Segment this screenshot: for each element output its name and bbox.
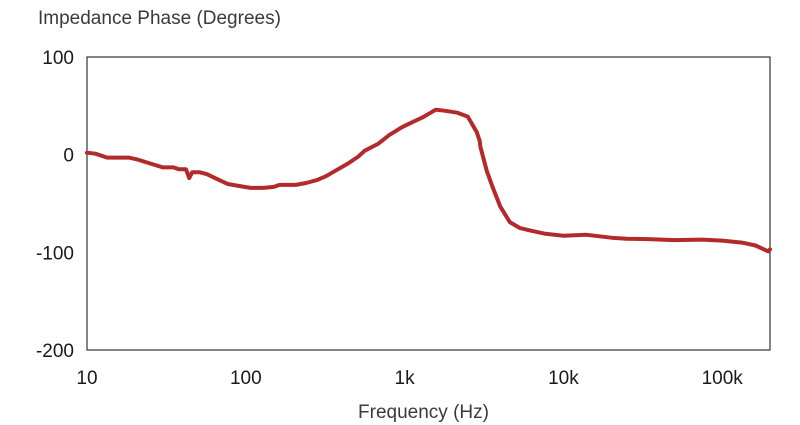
x-axis: 10 100 1k 10k 100k xyxy=(76,368,743,389)
plot-area-frame xyxy=(86,56,771,351)
x-tick-label: 1k xyxy=(395,368,416,389)
x-tick-label: 10k xyxy=(548,368,579,389)
y-tick-label: 100 xyxy=(42,48,74,69)
y-tick-label: 0 xyxy=(63,146,74,167)
x-axis-label: Frequency (Hz) xyxy=(358,402,489,423)
chart-title: Impedance Phase (Degrees) xyxy=(38,8,281,29)
y-tick-label: -200 xyxy=(36,341,74,362)
impedance-phase-line xyxy=(85,107,772,254)
y-axis: 100 0 -100 -200 xyxy=(36,48,74,362)
x-tick-label: 100k xyxy=(702,368,744,389)
y-tick-label: -100 xyxy=(36,243,74,264)
x-tick-label: 10 xyxy=(76,368,97,389)
x-tick-label: 100 xyxy=(230,368,262,389)
